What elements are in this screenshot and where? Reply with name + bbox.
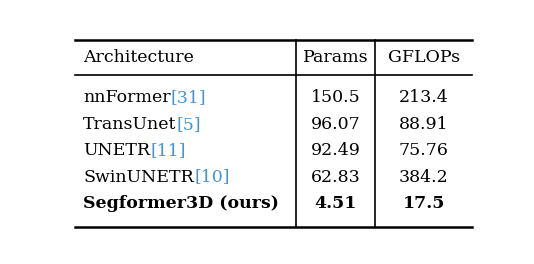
Text: Architecture: Architecture xyxy=(83,49,194,65)
Text: [11]: [11] xyxy=(151,142,186,159)
Text: [5]: [5] xyxy=(177,116,201,133)
Text: nnFormer: nnFormer xyxy=(83,89,171,106)
Text: 96.07: 96.07 xyxy=(311,116,360,133)
Text: UNETR: UNETR xyxy=(83,142,151,159)
Text: 75.76: 75.76 xyxy=(399,142,449,159)
Text: GFLOPs: GFLOPs xyxy=(388,49,460,65)
Text: Segformer3D (ours): Segformer3D (ours) xyxy=(83,195,279,212)
Text: SwinUNETR: SwinUNETR xyxy=(83,168,194,186)
Text: 4.51: 4.51 xyxy=(315,195,357,212)
Text: 88.91: 88.91 xyxy=(399,116,449,133)
Text: 92.49: 92.49 xyxy=(311,142,360,159)
Text: [10]: [10] xyxy=(194,168,230,186)
Text: 62.83: 62.83 xyxy=(311,168,360,186)
Text: Params: Params xyxy=(303,49,368,65)
Text: 17.5: 17.5 xyxy=(403,195,445,212)
Text: 384.2: 384.2 xyxy=(399,168,449,186)
Text: TransUnet: TransUnet xyxy=(83,116,177,133)
Text: 150.5: 150.5 xyxy=(311,89,360,106)
Text: [31]: [31] xyxy=(171,89,207,106)
Text: 213.4: 213.4 xyxy=(399,89,449,106)
